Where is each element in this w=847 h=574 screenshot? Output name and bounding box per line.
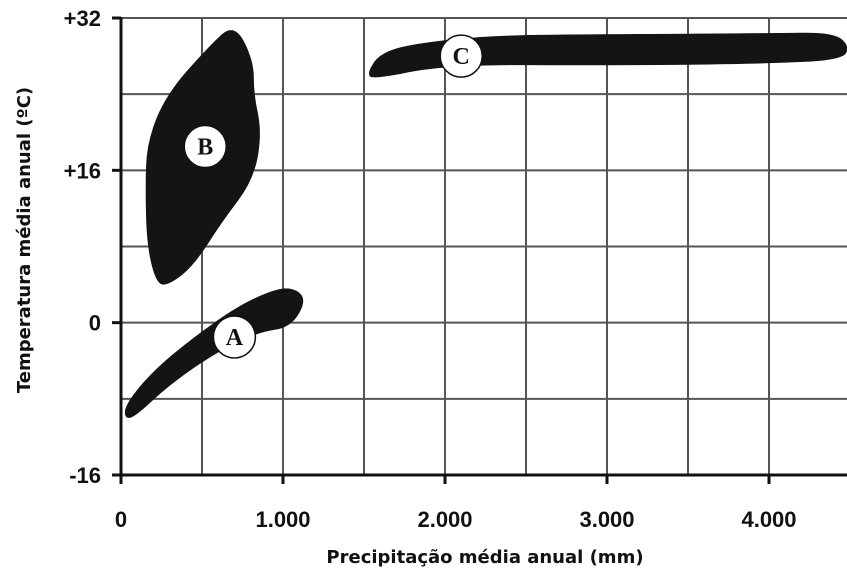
climate-regions: A B C — [124, 30, 847, 418]
x-tick-label: 0 — [115, 507, 127, 532]
region-c-marker — [439, 34, 483, 78]
region-b-label: B — [197, 135, 213, 161]
region-b-marker — [183, 124, 227, 169]
axes — [112, 16, 847, 484]
x-tick-label: 2.000 — [417, 507, 472, 532]
x-axis-label: Precipitação média anual (mm) — [326, 547, 643, 568]
region-c — [369, 32, 847, 78]
region-a-marker — [212, 315, 257, 359]
x-tick-label: 3.000 — [579, 507, 634, 532]
y-tick-label: +16 — [64, 158, 101, 183]
region-a — [124, 288, 304, 418]
y-tick-label: +32 — [64, 6, 101, 31]
region-a-label: A — [226, 325, 244, 351]
tick-labels: -16 0 +16 +32 0 1.000 2.000 3.000 4.000 — [64, 6, 797, 532]
region-c-label: C — [453, 44, 470, 70]
x-tick-label: 1.000 — [255, 507, 310, 532]
x-tick-label: 4.000 — [741, 507, 796, 532]
y-tick-label: -16 — [69, 463, 101, 488]
y-tick-label: 0 — [89, 311, 101, 336]
y-axis-label: Temperatura média anual (ºC) — [14, 87, 35, 393]
